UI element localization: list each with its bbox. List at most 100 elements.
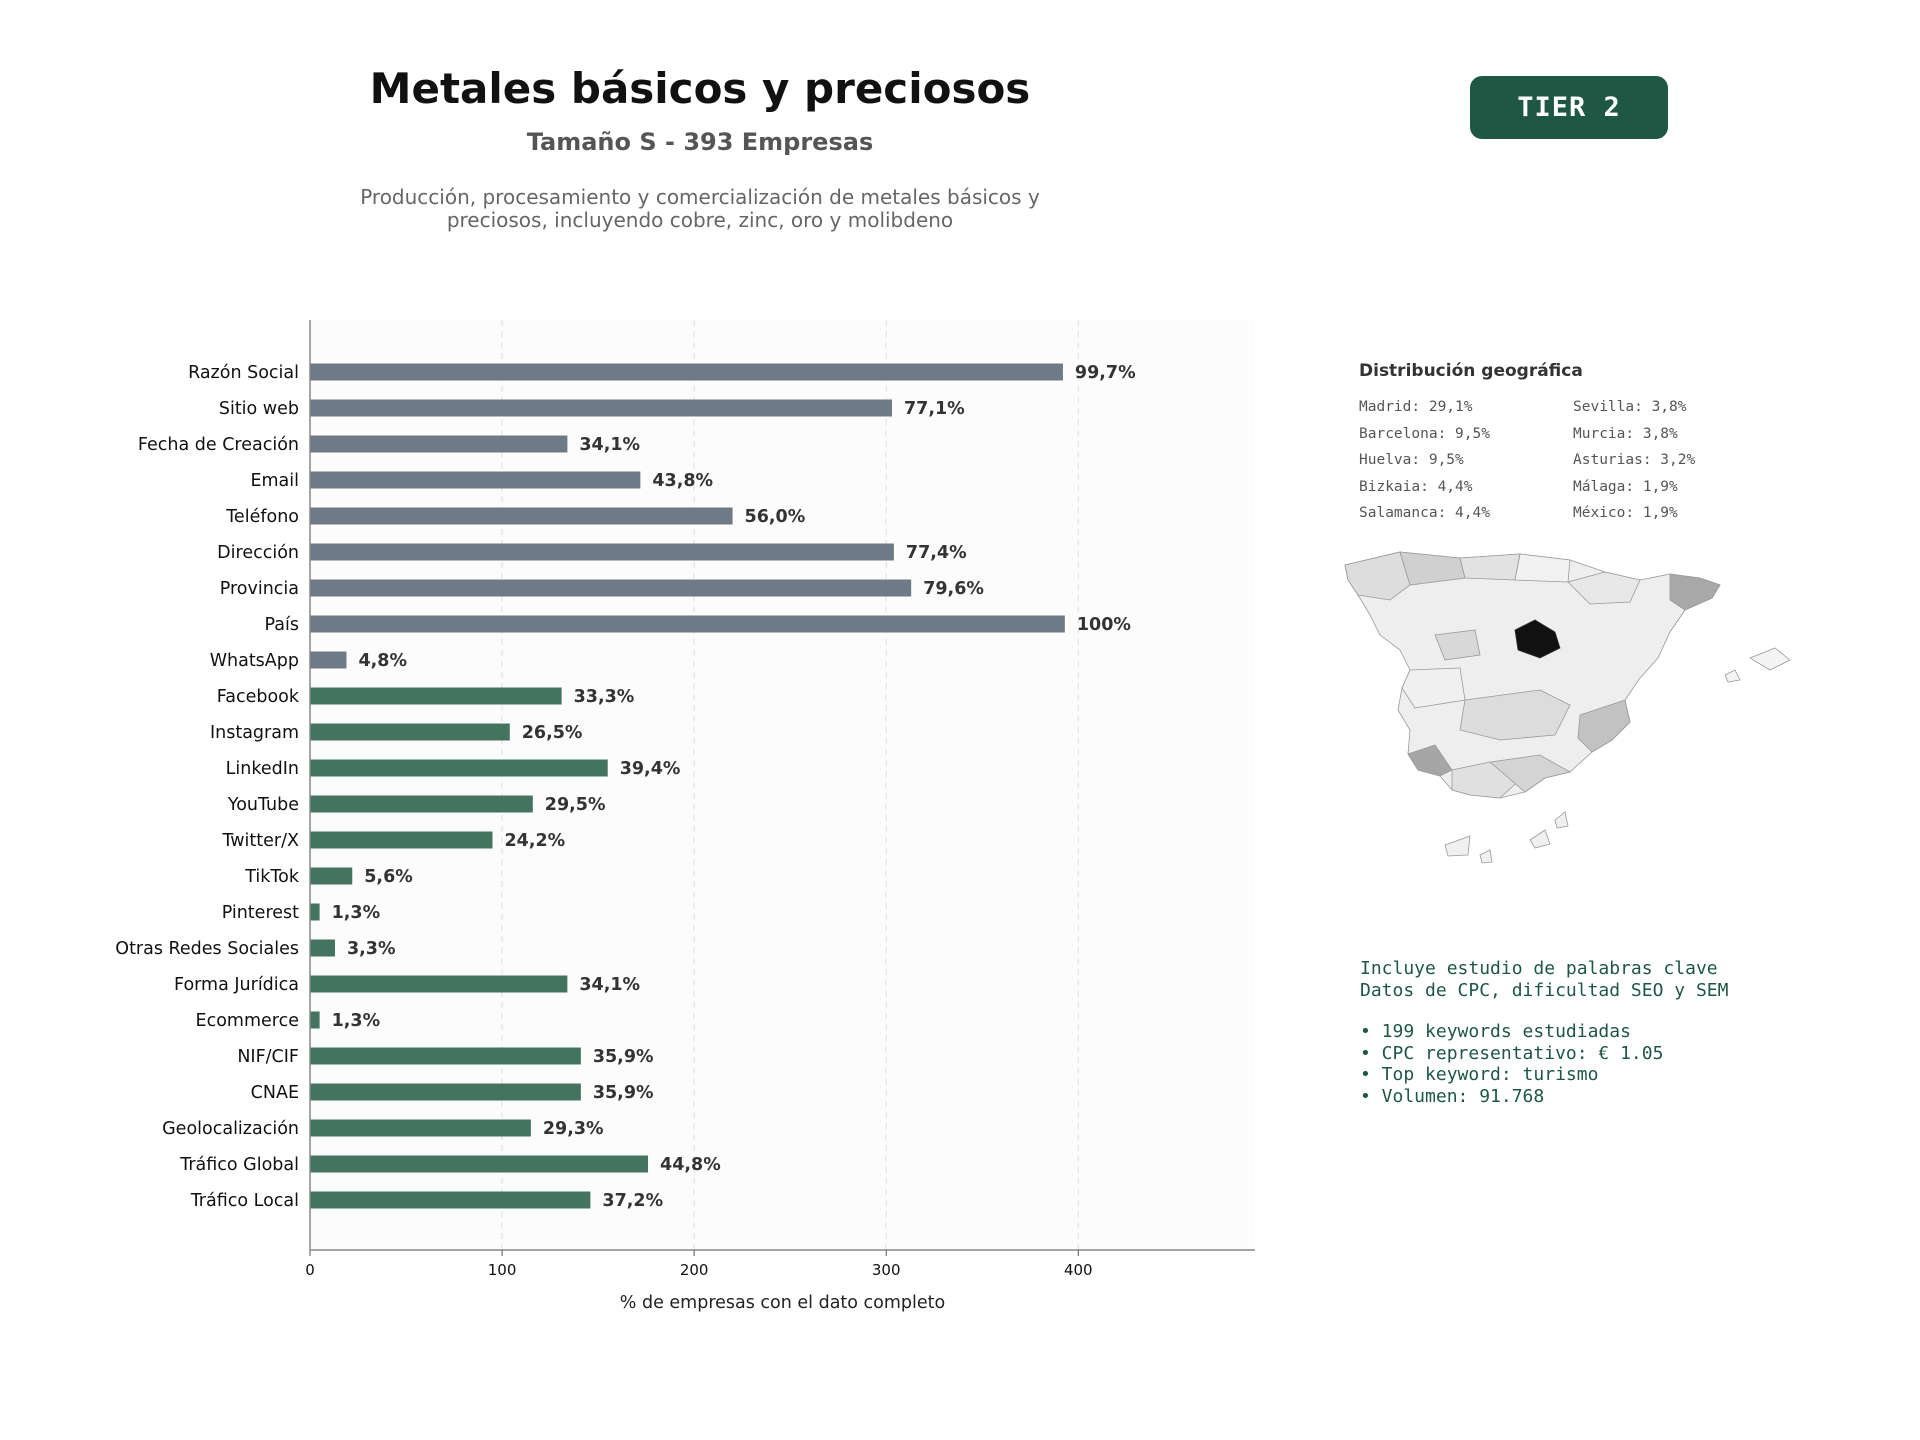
- bar: [310, 1011, 320, 1029]
- sector-description: Producción, procesamiento y comercializa…: [360, 185, 1040, 232]
- category-label: Geolocalización: [162, 1119, 299, 1139]
- category-label: WhatsApp: [210, 651, 299, 671]
- geo-item: Málaga: 1,9%: [1573, 478, 1678, 495]
- category-label: Email: [250, 471, 299, 491]
- geo-item: Sevilla: 3,8%: [1573, 399, 1687, 415]
- keyword-line: • Top keyword: turismo: [1360, 1064, 1599, 1085]
- bar: [310, 399, 892, 417]
- bar-value-label: 1,3%: [332, 903, 381, 923]
- bar: [310, 687, 562, 705]
- category-label: Tráfico Global: [179, 1155, 299, 1175]
- bar: [310, 651, 347, 669]
- bar-value-label: 44,8%: [660, 1155, 721, 1175]
- bar: [310, 1119, 531, 1137]
- bar-value-label: 77,1%: [904, 399, 965, 419]
- bar: [310, 1191, 591, 1209]
- bar-value-label: 35,9%: [593, 1047, 654, 1067]
- category-label: LinkedIn: [226, 759, 299, 779]
- geo-item: Huelva: 9,5%: [1359, 452, 1464, 468]
- bar-value-label: 1,3%: [332, 1011, 381, 1031]
- keyword-line: Incluye estudio de palabras clave: [1360, 958, 1718, 979]
- category-label: YouTube: [227, 795, 299, 815]
- bar-value-label: 24,2%: [504, 831, 565, 851]
- bar: [310, 543, 894, 561]
- geo-distribution-title: Distribución geográfica: [1359, 361, 1583, 381]
- category-label: Facebook: [217, 687, 300, 707]
- bar-value-label: 29,5%: [545, 795, 606, 815]
- keyword-line: • Volumen: 91.768: [1360, 1085, 1545, 1107]
- category-label: NIF/CIF: [237, 1047, 299, 1067]
- keyword-line: • 199 keywords estudiadas: [1360, 1021, 1631, 1042]
- geo-item: Murcia: 3,8%: [1573, 425, 1678, 442]
- bar: [310, 435, 568, 453]
- bar-value-label: 56,0%: [745, 507, 806, 527]
- bar-value-label: 5,6%: [364, 867, 413, 887]
- bar: [310, 759, 608, 777]
- bar-value-label: 77,4%: [906, 543, 967, 563]
- bar-value-label: 35,9%: [593, 1083, 654, 1103]
- category-label: CNAE: [251, 1083, 299, 1103]
- category-label: Razón Social: [188, 363, 299, 383]
- bar-value-label: 100%: [1077, 615, 1131, 635]
- x-tick-label: 100: [488, 1261, 517, 1279]
- category-label: Fecha de Creación: [138, 435, 299, 455]
- x-tick-label: 0: [305, 1261, 315, 1279]
- category-label: Sitio web: [219, 399, 299, 419]
- bar-value-label: 4,8%: [358, 651, 407, 671]
- x-tick-label: 200: [680, 1261, 709, 1279]
- category-label: País: [265, 615, 299, 635]
- bar: [310, 795, 533, 813]
- page-title: Metales básicos y preciosos: [369, 64, 1031, 113]
- bar-value-label: 99,7%: [1075, 363, 1136, 383]
- category-label: Ecommerce: [196, 1011, 299, 1031]
- bar: [310, 1083, 581, 1101]
- page-subtitle: Tamaño S - 393 Empresas: [526, 128, 874, 156]
- spain-map-image: [1344, 551, 1791, 864]
- tier-badge: TIER 2: [1470, 76, 1668, 139]
- bar: [310, 615, 1065, 633]
- bar: [310, 867, 353, 885]
- geo-item: Madrid: 29,1%: [1359, 399, 1473, 415]
- bar: [310, 723, 510, 741]
- bar-value-label: 34,1%: [579, 975, 640, 995]
- geo-item: Asturias: 3,2%: [1573, 452, 1696, 468]
- geo-item: Salamanca: 4,4%: [1359, 505, 1490, 521]
- x-tick-label: 400: [1064, 1261, 1093, 1279]
- bar-value-label: 33,3%: [574, 687, 635, 707]
- x-axis-label: % de empresas con el dato completo: [620, 1293, 945, 1313]
- bar-value-label: 43,8%: [652, 471, 713, 491]
- bar: [310, 471, 641, 489]
- bar: [310, 363, 1063, 381]
- category-label: Forma Jurídica: [174, 975, 299, 995]
- completeness-bar-chart: Razón Social 99,7% Sitio web 77,1% Fecha de …: [115, 320, 1255, 1313]
- bar: [310, 1047, 581, 1065]
- keyword-line: Datos de CPC, dificultad SEO y SEM: [1360, 979, 1729, 1001]
- category-label: Otras Redes Sociales: [115, 939, 299, 959]
- plot-area: [310, 320, 1255, 1250]
- category-label: Twitter/X: [221, 831, 299, 851]
- bar-value-label: 37,2%: [602, 1191, 663, 1211]
- category-label: Provincia: [220, 579, 299, 599]
- bar: [310, 507, 733, 525]
- bar: [310, 975, 568, 993]
- bar-value-label: 79,6%: [923, 579, 984, 599]
- geo-item: Bizkaia: 4,4%: [1359, 478, 1473, 495]
- category-label: Pinterest: [222, 903, 299, 923]
- bar-value-label: 39,4%: [620, 759, 681, 779]
- bar: [310, 579, 912, 597]
- bar: [310, 903, 320, 921]
- bar-value-label: 34,1%: [579, 435, 640, 455]
- category-label: Tráfico Local: [190, 1191, 299, 1211]
- bar: [310, 939, 335, 957]
- keyword-line: • CPC representativo: € 1.05: [1360, 1042, 1664, 1064]
- geo-item: México: 1,9%: [1573, 505, 1678, 521]
- category-label: TikTok: [244, 867, 300, 887]
- bar-value-label: 26,5%: [522, 723, 583, 743]
- x-tick-label: 300: [872, 1261, 901, 1279]
- bar: [310, 1155, 649, 1173]
- bar: [310, 831, 493, 849]
- bar-value-label: 3,3%: [347, 939, 396, 959]
- bar-value-label: 29,3%: [543, 1119, 604, 1139]
- category-label: Dirección: [217, 543, 299, 563]
- category-label: Teléfono: [225, 507, 299, 527]
